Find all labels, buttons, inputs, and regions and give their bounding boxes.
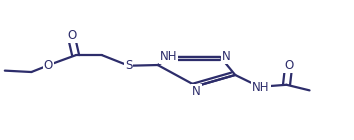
Text: NH: NH: [160, 50, 177, 63]
Text: O: O: [68, 29, 77, 42]
Text: S: S: [125, 59, 132, 72]
Text: O: O: [284, 59, 293, 72]
Text: N: N: [222, 50, 230, 63]
Text: N: N: [192, 85, 201, 98]
Text: NH: NH: [252, 81, 270, 94]
Text: O: O: [44, 59, 53, 72]
